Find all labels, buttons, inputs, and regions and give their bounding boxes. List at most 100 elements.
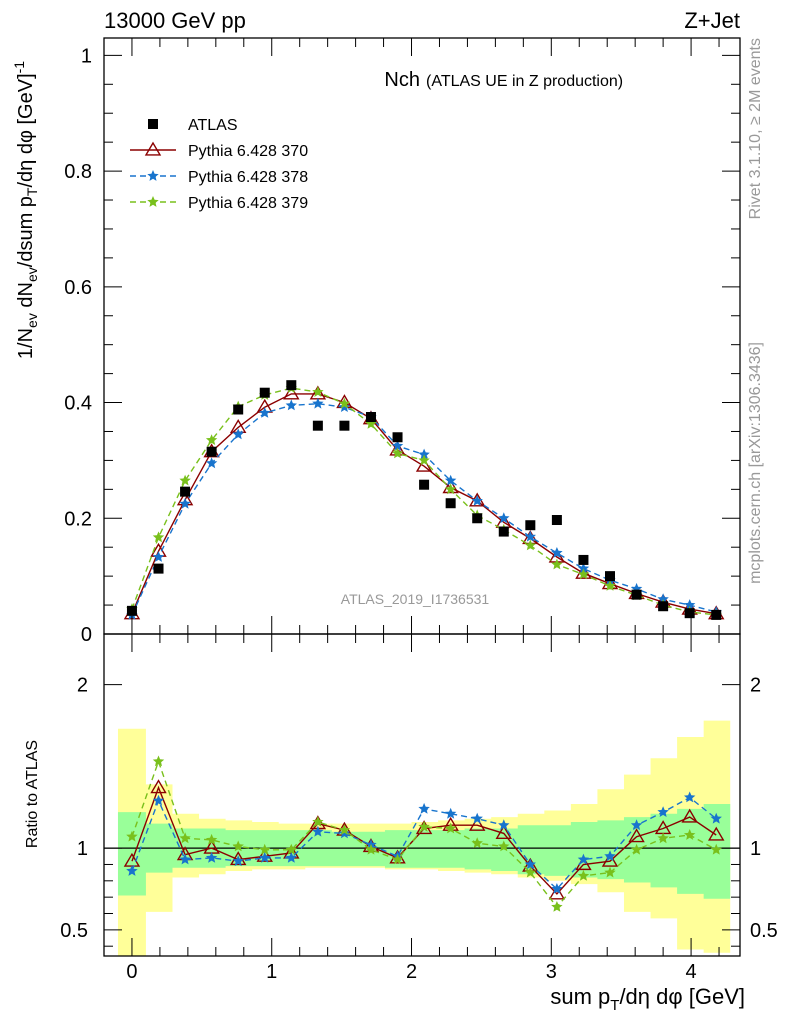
data-point-pythia-6-428-378-ratio [232, 855, 244, 867]
data-point-pythia-6-428-370-ratio [150, 779, 167, 794]
data-point-pythia-6-428-379-ratio [551, 901, 563, 912]
data-point-pythia-6-428-370-ratio [468, 816, 486, 831]
data-point-atlas [126, 605, 137, 616]
data-point-pythia-6-428-370 [415, 457, 433, 472]
data-point-pythia-6-428-370-ratio [681, 808, 698, 823]
data-point-pythia-6-428-379-ratio [259, 843, 271, 855]
plot-subtitle: (ATLAS UE in Z production) [426, 73, 623, 90]
legend-label-pythia-6-428-379: Pythia 6.428 379 [188, 195, 308, 212]
data-point-pythia-6-428-379-ratio [126, 830, 138, 842]
data-point-atlas [233, 404, 244, 415]
data-point-pythia-6-428-378 [205, 457, 218, 469]
data-point-atlas [684, 608, 695, 619]
data-point-pythia-6-428-379 [338, 397, 351, 409]
data-point-atlas [286, 380, 297, 391]
data-point-pythia-6-428-379-ratio [205, 833, 218, 845]
data-point-atlas [631, 589, 642, 600]
data-point-pythia-6-428-379-ratio [498, 840, 510, 852]
data-point-pythia-6-428-378-ratio [524, 858, 536, 870]
data-point-atlas [419, 479, 430, 490]
analysis-id-label: ATLAS_2019_I1736531 [341, 591, 490, 607]
data-point-atlas [605, 571, 616, 582]
data-point-pythia-6-428-378 [684, 599, 696, 610]
data-point-pythia-6-428-370-ratio [495, 825, 512, 840]
data-point-pythia-6-428-379 [577, 568, 590, 580]
data-point-pythia-6-428-378-ratio [444, 807, 457, 819]
data-point-pythia-6-428-379-ratio [577, 869, 590, 881]
data-point-pythia-6-428-379 [524, 539, 536, 551]
data-point-pythia-6-428-370-ratio [628, 828, 645, 843]
data-point-pythia-6-428-379-ratio [285, 843, 297, 855]
legend-label-pythia-6-428-370: Pythia 6.428 370 [188, 143, 308, 160]
data-point-atlas [578, 554, 589, 565]
data-point-pythia-6-428-370-ratio [548, 885, 566, 900]
data-point-atlas [658, 601, 669, 612]
data-point-pythia-6-428-378-ratio [205, 851, 218, 863]
process-label: Z+Jet [684, 8, 740, 33]
data-point-atlas [259, 387, 270, 398]
data-point-pythia-6-428-379 [551, 558, 563, 570]
data-point-pythia-6-428-379-ratio [524, 866, 536, 878]
series-line-pythia-6-428-378 [131, 402, 717, 616]
data-point-pythia-6-428-378 [444, 474, 457, 486]
data-point-pythia-6-428-378 [312, 397, 324, 409]
data-point-pythia-6-428-378-ratio [657, 806, 669, 817]
legend-marker-pythia-6-428-370 [144, 141, 162, 156]
ratio-y-tick-label-right: 0.5 [750, 920, 778, 942]
data-point-pythia-6-428-378-ratio [684, 791, 696, 803]
data-point-pythia-6-428-379-ratio [179, 832, 191, 844]
data-point-pythia-6-428-378-ratio [285, 851, 297, 863]
data-point-pythia-6-428-378-ratio [312, 825, 324, 837]
ratio-y-tick-label-right: 2 [750, 675, 761, 697]
data-point-pythia-6-428-379-ratio [365, 843, 377, 855]
x-tick-label: 0 [126, 961, 137, 983]
legend-label-atlas: ATLAS [188, 117, 238, 134]
data-point-pythia-6-428-378-ratio [577, 853, 590, 865]
data-point-atlas [312, 420, 323, 431]
data-point-atlas [392, 432, 403, 443]
data-point-pythia-6-428-379-ratio [471, 837, 483, 849]
data-point-pythia-6-428-370-ratio [229, 851, 247, 866]
data-point-pythia-6-428-378 [338, 401, 351, 412]
data-point-pythia-6-428-378 [524, 530, 536, 542]
x-tick-label: 2 [406, 961, 417, 983]
data-point-pythia-6-428-379 [152, 531, 165, 543]
data-point-pythia-6-428-379-ratio [418, 820, 430, 832]
data-point-pythia-6-428-379-ratio [710, 843, 722, 855]
ratio-y-tick-label-right: 1 [750, 838, 761, 860]
x-tick-label: 3 [546, 961, 557, 983]
data-point-pythia-6-428-378-ratio [259, 851, 271, 863]
data-point-pythia-6-428-379-ratio [630, 843, 643, 855]
main-y-tick-label: 0.2 [64, 508, 92, 530]
data-point-pythia-6-428-370 [283, 385, 300, 400]
data-point-pythia-6-428-378-ratio [498, 819, 510, 831]
series-line-pythia-6-428-370 [131, 393, 717, 615]
legend-label-pythia-6-428-378: Pythia 6.428 378 [188, 169, 308, 186]
x-tick-label: 4 [686, 961, 697, 983]
data-point-pythia-6-428-378-ratio [152, 794, 165, 806]
data-point-pythia-6-428-378-ratio [126, 865, 138, 876]
main-y-tick-label: 1 [81, 45, 92, 67]
data-point-pythia-6-428-379 [604, 580, 616, 591]
ratio-y-tick-label: 0.5 [60, 920, 88, 942]
data-point-atlas [551, 515, 562, 526]
data-point-pythia-6-428-378 [551, 547, 563, 558]
series-line-pythia-6-428-379-ratio [131, 759, 717, 909]
data-point-atlas [711, 609, 722, 620]
data-point-pythia-6-428-370-ratio [708, 826, 725, 841]
data-point-pythia-6-428-379-ratio [444, 822, 457, 834]
data-point-pythia-6-428-378-ratio [471, 812, 483, 824]
data-point-pythia-6-428-378-ratio [179, 853, 191, 865]
ratio-y-tick-label: 1 [77, 838, 88, 860]
data-point-pythia-6-428-378 [391, 439, 404, 451]
x-tick-label: 1 [266, 961, 277, 983]
data-point-pythia-6-428-378 [418, 448, 430, 460]
legend-marker-pythia-6-428-379 [147, 196, 159, 207]
ratio-y-axis-label: Ratio to ATLAS [24, 740, 41, 848]
data-point-pythia-6-428-379 [312, 386, 324, 397]
x-axis-label: sum pT/dη dφ [GeV] [550, 984, 745, 1014]
legend-marker-pythia-6-428-378 [147, 170, 159, 181]
data-point-pythia-6-428-379 [365, 418, 377, 429]
plot-title: Nch [384, 69, 420, 91]
